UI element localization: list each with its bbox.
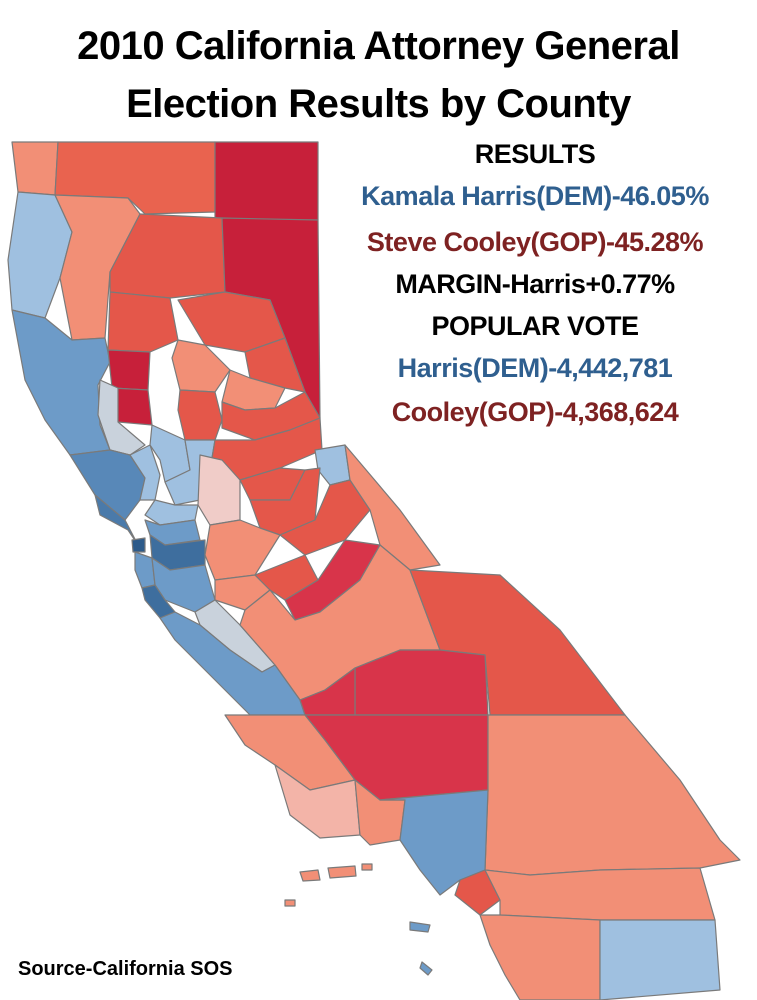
harris-votes: Harris(DEM)-4,442,781: [397, 353, 673, 383]
county-marin[interactable]: [94, 494, 139, 546]
island-santa-rosa: [299, 869, 321, 882]
county-del-norte[interactable]: [11, 141, 59, 196]
county-stanislaus[interactable]: [204, 519, 281, 581]
margin: MARGIN-Harris+0.77%: [395, 269, 675, 299]
county-tulare[interactable]: [354, 649, 489, 716]
county-sutter-yuba[interactable]: [177, 389, 223, 441]
island-santa-catalina: [409, 921, 431, 933]
county-mono[interactable]: [344, 444, 441, 571]
island-san-clemente: [419, 961, 433, 976]
county-riverside[interactable]: [484, 867, 716, 921]
island-san-nicolas: [284, 899, 296, 907]
county-tehama[interactable]: [107, 291, 179, 353]
county-modoc[interactable]: [214, 141, 319, 221]
cooley-percent: Steve Cooley(GOP)-45.28%: [366, 227, 704, 257]
county-glenn[interactable]: [107, 349, 151, 391]
cooley-votes: Cooley(GOP)-4,368,624: [391, 397, 679, 427]
source-note: Source-California SOS: [18, 958, 233, 980]
county-imperial[interactable]: [599, 919, 721, 1000]
county-sierra[interactable]: [244, 337, 306, 393]
map-title-line-2: Election Results by County: [126, 82, 631, 126]
county-san-francisco[interactable]: [131, 537, 146, 553]
popular-vote-heading: POPULAR VOTE: [431, 311, 639, 341]
map-title-line-1: 2010 California Attorney General: [77, 24, 680, 68]
county-lake[interactable]: [97, 379, 146, 456]
county-kings[interactable]: [299, 667, 356, 716]
county-los-angeles[interactable]: [379, 789, 489, 896]
island-santa-cruz: [327, 865, 357, 879]
county-orange[interactable]: [454, 869, 501, 916]
county-san-diego[interactable]: [479, 914, 601, 1000]
island-anacapa: [361, 863, 373, 871]
harris-percent: Kamala Harris(DEM)-46.05%: [361, 181, 709, 211]
county-san-bernardino[interactable]: [484, 714, 741, 876]
county-alpine[interactable]: [314, 444, 351, 486]
results-heading: RESULTS: [474, 139, 596, 169]
